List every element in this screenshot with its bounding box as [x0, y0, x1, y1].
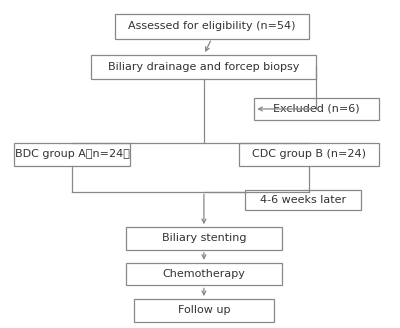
Text: BDC group A（n=24）: BDC group A（n=24） [14, 149, 130, 159]
Text: Chemotherapy: Chemotherapy [162, 269, 245, 279]
FancyBboxPatch shape [126, 263, 282, 285]
Text: Biliary stenting: Biliary stenting [162, 234, 246, 243]
Text: Excluded (n=6): Excluded (n=6) [273, 104, 360, 114]
Text: Assessed for eligibility (n=54): Assessed for eligibility (n=54) [128, 21, 296, 31]
Text: CDC group B (n=24): CDC group B (n=24) [252, 149, 366, 159]
FancyBboxPatch shape [134, 299, 274, 322]
FancyBboxPatch shape [115, 14, 309, 38]
FancyBboxPatch shape [254, 98, 378, 120]
Text: Follow up: Follow up [178, 305, 230, 316]
FancyBboxPatch shape [245, 190, 361, 210]
Text: Biliary drainage and forcep biopsy: Biliary drainage and forcep biopsy [108, 62, 300, 72]
FancyBboxPatch shape [126, 227, 282, 250]
FancyBboxPatch shape [14, 143, 130, 166]
FancyBboxPatch shape [239, 143, 378, 166]
Text: 4-6 weeks later: 4-6 weeks later [260, 195, 346, 205]
FancyBboxPatch shape [91, 55, 316, 79]
